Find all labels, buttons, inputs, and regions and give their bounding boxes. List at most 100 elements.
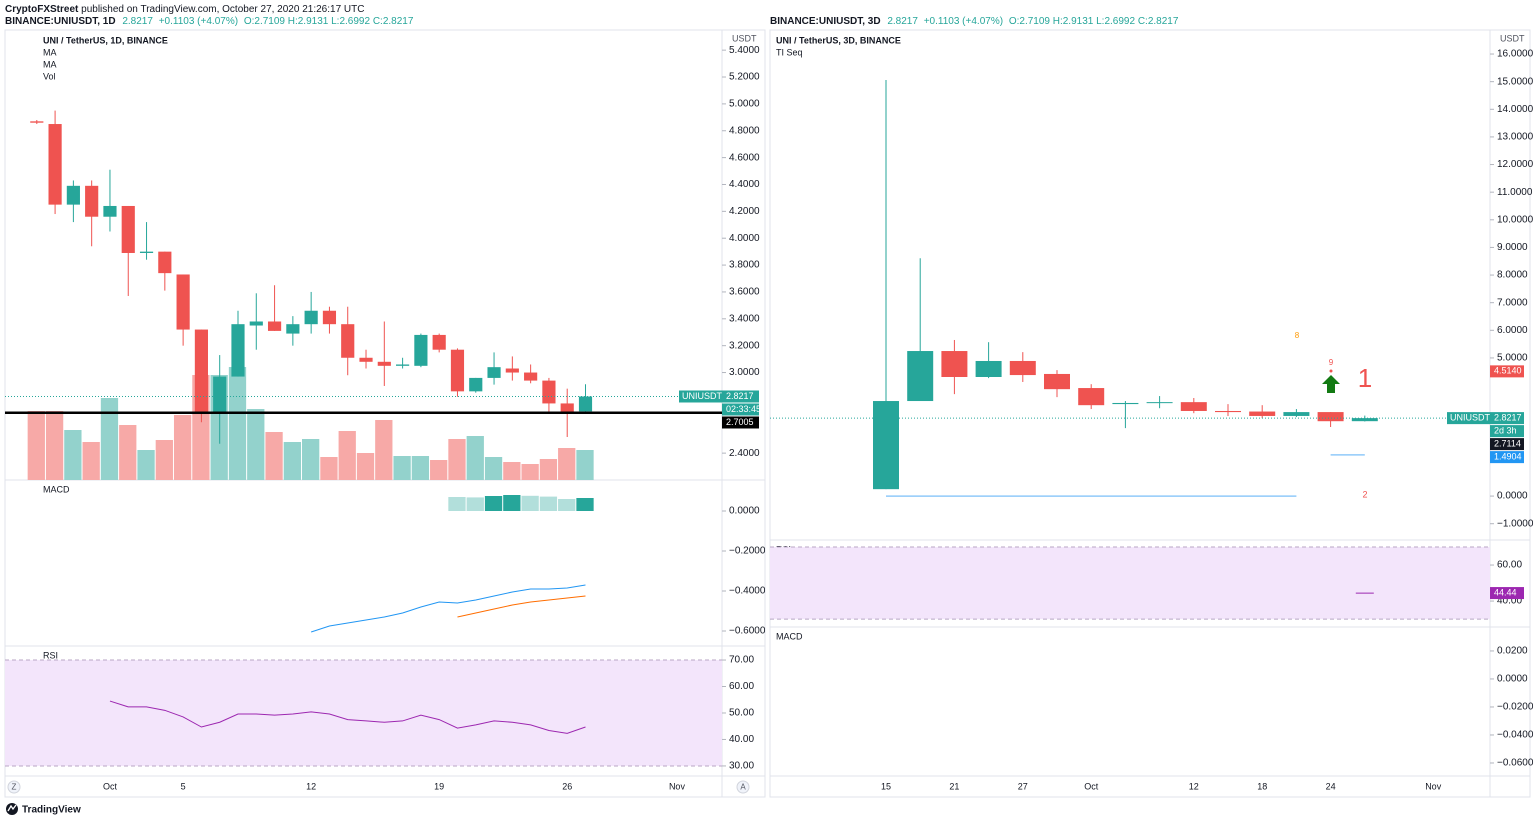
x-tick-label: 12: [306, 781, 316, 791]
axis-unit: USDT: [1500, 33, 1525, 43]
macd-histogram-bar: [484, 496, 503, 511]
level-badge-text: 2.7114: [1494, 438, 1521, 448]
volume-bar: [320, 457, 338, 480]
candle-body: [231, 324, 245, 377]
candle-body: [377, 361, 391, 366]
volume-bar: [119, 425, 137, 480]
y-tick-label: −0.0400: [1497, 730, 1534, 741]
author: CryptoFXStreet: [5, 4, 79, 15]
candle-body: [103, 205, 117, 217]
y-tick-label: 0.0000: [1497, 674, 1528, 685]
countdown-badge: [1490, 425, 1524, 438]
candle-body: [194, 329, 208, 413]
candle-body: [1249, 411, 1276, 416]
hline-badge-text: 2.7005: [726, 417, 754, 427]
volume-bar: [82, 442, 100, 480]
candle-body: [1078, 388, 1105, 406]
x-tick-label: 24: [1326, 781, 1336, 791]
x-tick-label: 15: [881, 781, 891, 791]
logo-glyph: [7, 804, 17, 812]
signal-dot: [1329, 369, 1333, 373]
y-tick-label: 9.0000: [1497, 242, 1528, 253]
y-tick-label: 0.0200: [1497, 646, 1528, 657]
level-badge: [1490, 438, 1524, 451]
macd-histogram-bar: [448, 497, 466, 511]
candle-body: [1283, 412, 1310, 416]
ohlc: O:2.7109 H:2.9131 L:2.6992 C:2.8217: [1009, 16, 1179, 27]
pane-title: RSI: [43, 650, 58, 660]
x-tick-label: Oct: [1084, 781, 1099, 791]
chart-title: UNI / TetherUS, 3D, BINANCE: [776, 35, 901, 45]
candle-body: [286, 324, 300, 334]
price-badge-text: 2.8217: [1494, 412, 1522, 422]
candle-body: [469, 377, 483, 392]
candle-body: [396, 364, 410, 366]
candle-body: [30, 121, 44, 123]
published: published on TradingView.com, October 27…: [81, 4, 364, 15]
candle-body: [487, 367, 501, 378]
annotation: 9: [1329, 358, 1334, 367]
volume-bar: [173, 415, 192, 480]
price-badge-text: 2.8217: [726, 391, 754, 401]
legend-entry: Vol: [43, 71, 56, 81]
y-tick-label: 5.0000: [1497, 353, 1528, 364]
candle-body: [505, 368, 519, 373]
legend-entry: MA: [43, 47, 57, 57]
candle-body: [873, 401, 899, 490]
y-tick-label: −0.2000: [729, 546, 766, 557]
y-tick-label: 40.00: [1497, 596, 1522, 607]
volume-bar: [100, 398, 119, 480]
axis-unit: USDT: [732, 33, 757, 43]
candle-body: [1044, 373, 1070, 390]
volume-bar: [45, 411, 64, 480]
y-tick-label: 70.00: [729, 655, 754, 666]
candle-body: [524, 372, 538, 381]
y-tick-label: 4.4000: [729, 179, 760, 190]
chart-frame: [769, 29, 1531, 798]
y-tick-label: 8.0000: [1497, 270, 1528, 281]
y-tick-label: 3.2000: [729, 340, 760, 351]
candle-body: [1009, 360, 1036, 376]
y-tick-label: 4.2000: [729, 206, 760, 217]
volume-bar: [356, 453, 375, 480]
countdown-badge: [722, 403, 759, 416]
candle-body: [66, 185, 80, 205]
candle-body: [578, 396, 593, 412]
candle-body: [941, 351, 968, 377]
volume-bar: [503, 462, 521, 480]
y-tick-label: −0.0600: [1497, 758, 1534, 769]
y-tick-label: 4.6000: [729, 152, 760, 163]
candle-body: [304, 310, 318, 325]
volume-bar: [375, 420, 393, 480]
y-tick-label: 10.0000: [1497, 214, 1534, 225]
candle-body: [1180, 402, 1207, 411]
macd-histogram-bar: [466, 497, 484, 511]
volume-bar: [155, 440, 173, 480]
brand: TradingView: [22, 805, 81, 816]
candle-body: [1112, 402, 1139, 405]
y-tick-label: −0.6000: [729, 626, 766, 637]
hline-badge: [722, 416, 759, 429]
pane-title: MACD: [43, 484, 70, 494]
volume-bar: [137, 450, 155, 480]
price-badge-tag-text: UNIUSDT: [1450, 412, 1491, 422]
candle-body: [85, 185, 99, 217]
candle-body: [414, 334, 428, 366]
rsi-band: [770, 547, 1490, 620]
macd-histogram-bar: [558, 499, 576, 511]
y-tick-label: 14.0000: [1497, 104, 1534, 115]
candle-body: [249, 321, 263, 326]
brand-logo: TradingView: [6, 803, 81, 816]
volume-bar: [27, 411, 45, 480]
y-tick-label: −1.0000: [1497, 518, 1534, 529]
signal-arrow: [1322, 375, 1340, 393]
volume-bar: [558, 448, 576, 480]
change: +0.1103 (+4.07%): [159, 16, 238, 27]
y-tick-label: 2.4000: [729, 448, 760, 459]
volume-bar: [228, 367, 247, 480]
x-tick-label: 26: [562, 781, 572, 791]
y-tick-label: −0.4000: [729, 586, 766, 597]
macd-histogram-bar: [521, 495, 539, 511]
annotation: 1: [1358, 363, 1372, 393]
